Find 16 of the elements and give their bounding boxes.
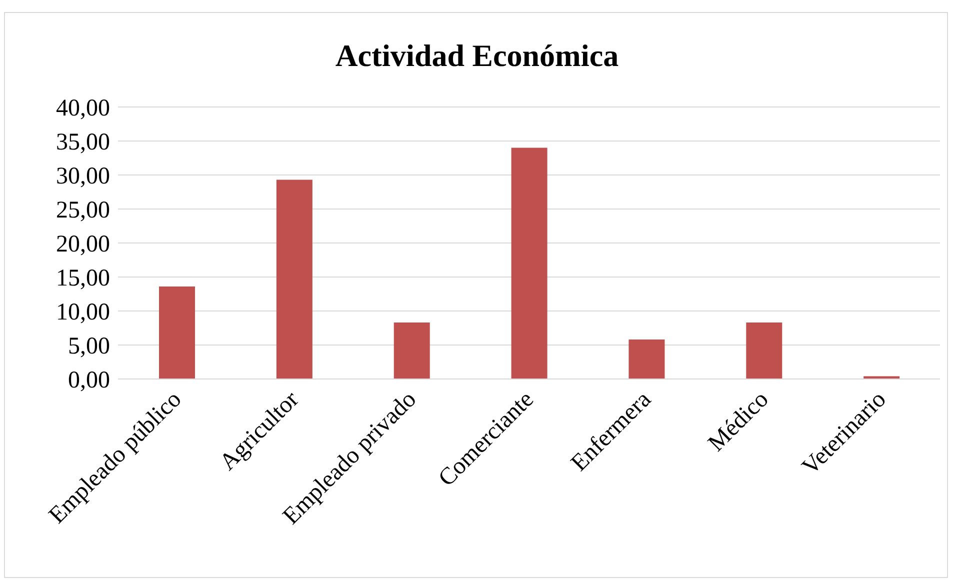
y-tick-label: 10,00 <box>56 300 110 326</box>
bar <box>394 322 430 379</box>
bar <box>628 340 665 379</box>
y-tick-label: 5,00 <box>68 334 110 360</box>
y-tick-label: 35,00 <box>56 130 110 156</box>
bar <box>511 148 548 379</box>
y-tick-label: 30,00 <box>56 164 110 190</box>
chart-title: Actividad Económica <box>334 38 620 74</box>
y-tick-label: 20,00 <box>56 232 110 258</box>
bar <box>159 286 195 379</box>
bar <box>746 322 782 379</box>
y-tick-label: 0,00 <box>68 368 110 394</box>
bar <box>276 180 312 379</box>
y-tick-label: 40,00 <box>56 96 110 122</box>
y-tick-label: 15,00 <box>56 266 110 292</box>
y-tick-label: 25,00 <box>56 198 110 224</box>
